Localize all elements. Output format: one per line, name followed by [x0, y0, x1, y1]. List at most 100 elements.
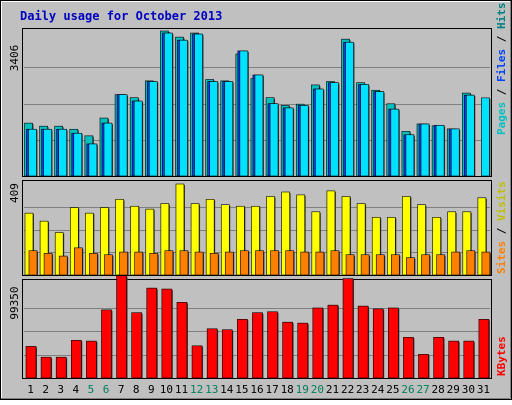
bar-kbytes-day-17	[267, 311, 278, 379]
bar-kbytes-day-12	[191, 345, 203, 379]
bar-hits-day-19	[299, 105, 309, 177]
legend-visits-label: Visits	[495, 181, 508, 221]
bar-kbytes-day-14	[221, 329, 233, 379]
bar-sites-day-27	[421, 254, 430, 276]
x-axis-day-labels: 1 2 3 4 5 6 7 8 9 10 11 12 13 14 15 16 17 18 19 20 21 22 23 24 2…	[27, 383, 490, 396]
bar-hits-day-10	[164, 32, 173, 177]
bar-kbytes-day-15	[237, 319, 248, 379]
bar-sites-day-8	[134, 251, 143, 276]
bar-kbytes-day-16	[252, 312, 263, 379]
bar-hits-day-1	[28, 128, 37, 177]
bar-hits-day-8	[133, 100, 143, 177]
bar-hits-day-14	[224, 81, 234, 177]
bar-hits-day-23	[360, 84, 369, 177]
bar-sites-day-21	[330, 250, 340, 276]
bar-hits-day-31	[481, 97, 490, 177]
bar-kbytes-day-11	[176, 302, 188, 379]
x-label-day-21: 21	[326, 383, 339, 396]
bar-sites-day-1	[28, 250, 38, 276]
bar-sites-day-3	[58, 255, 68, 276]
bar-hits-day-3	[58, 128, 67, 177]
bar-sites-day-10	[164, 250, 174, 276]
chart-title: Daily usage for October 2013	[20, 9, 222, 23]
y-max-label-visits: 409	[8, 183, 21, 203]
x-label-day-25: 25	[386, 383, 399, 396]
x-label-day-23: 23	[356, 383, 369, 396]
x-label-day-18: 18	[281, 383, 294, 396]
bar-sites-day-22	[345, 254, 355, 276]
bar-kbytes-day-7	[116, 275, 127, 379]
x-label-day-8: 8	[133, 383, 140, 396]
x-label-day-12: 12	[190, 383, 203, 396]
x-label-day-17: 17	[265, 383, 278, 396]
x-label-day-7: 7	[118, 383, 125, 396]
x-label-day-24: 24	[371, 383, 385, 396]
bar-hits-day-13	[209, 81, 218, 177]
bar-sites-day-30	[466, 250, 476, 276]
bar-sites-day-18	[285, 250, 294, 276]
bar-sites-day-5	[89, 253, 98, 276]
bar-sites-day-26	[406, 257, 415, 276]
bar-hits-day-21	[330, 82, 339, 177]
x-label-day-3: 3	[57, 383, 64, 396]
x-label-day-22: 22	[341, 383, 354, 396]
bar-kbytes-day-25	[388, 307, 399, 379]
legend-hits: Pages / Files / Hits	[495, 3, 508, 136]
x-label-day-9: 9	[148, 383, 155, 396]
x-label-day-31: 31	[477, 383, 490, 396]
bar-hits-day-28	[435, 125, 445, 177]
bar-hits-day-5	[88, 143, 98, 177]
bar-kbytes-day-6	[101, 309, 112, 379]
x-label-day-26: 26	[401, 383, 414, 396]
bar-kbytes-day-9	[146, 287, 158, 379]
x-label-day-27: 27	[416, 383, 429, 396]
bar-kbytes-day-2	[40, 356, 52, 379]
bar-sites-day-20	[315, 251, 325, 276]
bar-kbytes-day-1	[25, 346, 37, 379]
bar-sites-day-17	[270, 250, 279, 276]
y-max-label-kbytes: 99350	[8, 286, 21, 319]
x-label-day-19: 19	[296, 383, 309, 396]
legend-kbytes-label: KBytes	[495, 336, 508, 376]
bar-kbytes-day-13	[206, 328, 218, 379]
bar-hits-day-6	[103, 122, 113, 177]
bar-kbytes-day-26	[403, 337, 414, 379]
chart-bars	[24, 30, 491, 379]
bar-hits-day-16	[254, 74, 264, 177]
x-label-day-2: 2	[42, 383, 49, 396]
bar-hits-day-24	[375, 91, 385, 177]
legend-sites-label: Sites	[495, 241, 508, 274]
y-max-label-hits: 3406	[8, 45, 21, 72]
bar-sites-day-7	[119, 251, 128, 276]
bar-sites-day-14	[224, 251, 234, 276]
bar-kbytes-day-21	[327, 304, 339, 379]
legend-pages-label: Pages	[495, 102, 508, 135]
x-label-day-6: 6	[103, 383, 110, 396]
bar-sites-day-23	[360, 254, 370, 276]
bar-kbytes-day-27	[418, 354, 429, 379]
bar-hits-day-26	[405, 134, 415, 177]
x-label-day-1: 1	[27, 383, 34, 396]
bar-kbytes-day-8	[131, 312, 142, 379]
bar-kbytes-day-4	[70, 340, 82, 379]
x-label-day-10: 10	[160, 383, 173, 396]
bar-kbytes-day-30	[463, 340, 475, 379]
bar-sites-day-13	[209, 253, 219, 276]
legend-visits: Sites / Visits	[495, 181, 508, 274]
bar-sites-day-15	[240, 250, 249, 276]
bar-hits-day-27	[420, 123, 430, 177]
bar-kbytes-day-20	[312, 307, 324, 379]
legend-files-label: Files	[495, 49, 508, 82]
bar-hits-day-22	[345, 41, 354, 177]
bar-kbytes-day-29	[448, 340, 460, 379]
x-label-day-5: 5	[88, 383, 95, 396]
x-label-day-13: 13	[205, 383, 218, 396]
legend-hits-label: Hits	[495, 3, 508, 30]
bar-sites-day-25	[391, 254, 400, 276]
bar-kbytes-day-31	[478, 319, 490, 379]
bar-sites-day-11	[179, 250, 189, 276]
bar-sites-day-16	[255, 250, 264, 276]
legend-separator-3: /	[495, 221, 508, 241]
bar-hits-day-4	[73, 132, 83, 177]
